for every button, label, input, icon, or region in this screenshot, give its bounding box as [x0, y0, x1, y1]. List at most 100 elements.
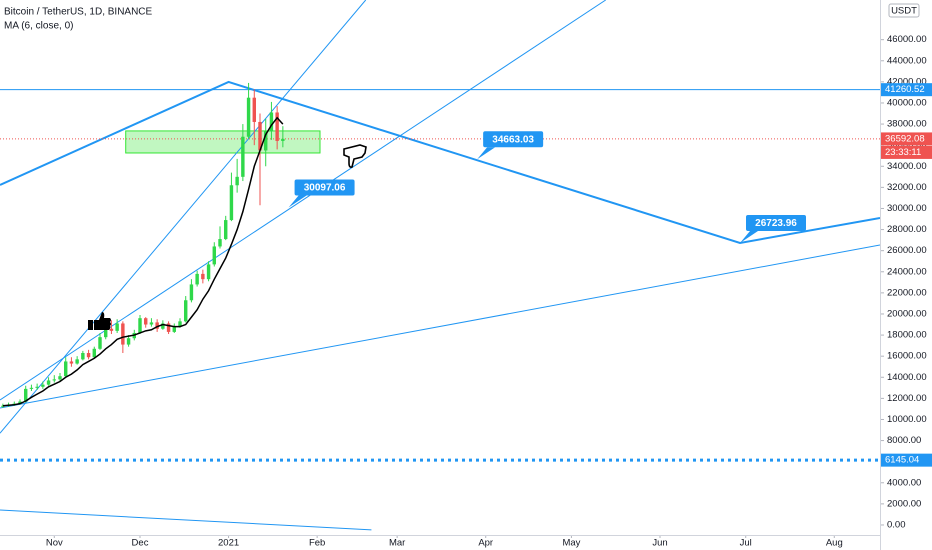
price-tag-label: 6145.04: [885, 455, 919, 466]
indicator-label: MA (6, close, 0): [4, 21, 73, 32]
candle-body: [64, 361, 68, 377]
price-tag-label: 41260.52: [885, 84, 925, 95]
candle-body: [184, 300, 188, 322]
y-tick-label: 2000.00: [887, 498, 921, 509]
y-tick-label: 40000.00: [887, 97, 927, 108]
axes: 0.002000.004000.006000.008000.0010000.00…: [46, 34, 932, 549]
candle-body: [98, 337, 102, 349]
candle-body: [195, 273, 199, 285]
candle-body: [86, 353, 91, 358]
candle-body: [246, 97, 251, 137]
candle-body: [149, 322, 154, 325]
y-tick-label: 44000.00: [887, 55, 927, 66]
candle-body: [178, 321, 182, 327]
candle-body: [138, 318, 142, 333]
candle-body: [46, 380, 51, 385]
y-tick-label: 32000.00: [887, 182, 927, 193]
price-tag-label: 36592.08: [885, 133, 925, 144]
candle-body: [81, 353, 85, 360]
y-tick-label: 0.00: [887, 519, 906, 530]
trend-line: [0, 80, 880, 244]
y-tick-label: 28000.00: [887, 224, 927, 235]
candle-body: [115, 323, 119, 331]
y-tick-label: 4000.00: [887, 477, 921, 488]
x-tick-label: Aug: [826, 538, 843, 549]
countdown-label: 23:33:11: [885, 147, 921, 158]
callout-box: [746, 215, 806, 232]
candle-body: [212, 246, 216, 265]
candle-body: [264, 131, 268, 151]
x-tick-label: Dec: [132, 538, 149, 549]
y-tick-label: 38000.00: [887, 119, 927, 130]
trend-line: [0, 0, 606, 401]
candle-body: [58, 376, 62, 380]
candle-body: [1, 405, 5, 407]
y-tick-label: 34000.00: [887, 161, 927, 172]
candle-body: [281, 138, 285, 141]
candle-body: [161, 323, 165, 329]
candle-body: [269, 112, 274, 132]
price-tag: [881, 83, 932, 97]
callout-label: 30097.06: [304, 183, 346, 194]
y-tick-label: 18000.00: [887, 330, 927, 341]
candle-body: [252, 97, 256, 122]
x-tick-label: Jun: [652, 538, 667, 549]
y-tick-label: 8000.00: [887, 435, 921, 446]
moving-average-line: [2, 116, 284, 407]
y-tick-label: 10000.00: [887, 414, 927, 425]
price-tag: [881, 132, 932, 146]
candle-body: [275, 112, 279, 141]
trend-line: [0, 509, 372, 531]
plot-area: 34663.03 30097.06 26723.96: [0, 0, 880, 531]
candle-body: [29, 387, 34, 389]
y-tick-label: 46000.00: [887, 34, 927, 45]
countdown-tag: [881, 145, 932, 159]
candle-body: [92, 348, 96, 358]
currency-box[interactable]: [888, 3, 920, 18]
candle-body: [52, 379, 56, 381]
candle-body: [224, 220, 228, 240]
x-tick-label: Feb: [309, 538, 325, 549]
x-tick-label: Apr: [478, 538, 493, 549]
candle-body: [229, 185, 234, 221]
candle-body: [126, 338, 131, 345]
candle-body: [241, 136, 245, 177]
candle-body: [24, 388, 28, 402]
candle-body: [166, 323, 171, 332]
callout-box: [294, 179, 355, 196]
candle-body: [18, 401, 22, 404]
y-tick-label: 30000.00: [887, 203, 927, 214]
y-tick-label: 24000.00: [887, 266, 927, 277]
x-tick-label: Jul: [740, 538, 752, 549]
x-tick-label: Nov: [46, 538, 63, 549]
y-tick-label: 12000.00: [887, 393, 927, 404]
candle-body: [41, 384, 45, 387]
candle-body: [121, 323, 125, 345]
candle-body: [172, 326, 176, 332]
price-tag: [881, 453, 932, 467]
candle-body: [235, 176, 239, 186]
callout-label: 34663.03: [492, 134, 534, 145]
y-tick-label: 16000.00: [887, 351, 927, 362]
callout-pointer: [288, 195, 307, 208]
candle-body: [104, 328, 108, 338]
candle-body: [206, 264, 211, 280]
y-tick-label: 20000.00: [887, 308, 927, 319]
callout-pointer: [477, 147, 496, 160]
x-tick-label: May: [562, 538, 580, 549]
y-tick-label: 42000.00: [887, 76, 927, 87]
candle-body: [155, 322, 159, 329]
pointing-hand-icon: [343, 144, 367, 168]
y-tick-label: 14000.00: [887, 372, 927, 383]
candle-body: [218, 239, 222, 247]
thumb-icon: [88, 312, 111, 330]
candle-body: [258, 121, 262, 151]
zone-rectangle: [125, 130, 321, 154]
candle-body: [69, 361, 74, 364]
y-tick-label: 26000.00: [887, 245, 927, 256]
callout-pointer: [740, 231, 758, 244]
candle-body: [189, 284, 194, 301]
callout-box: [483, 131, 544, 148]
